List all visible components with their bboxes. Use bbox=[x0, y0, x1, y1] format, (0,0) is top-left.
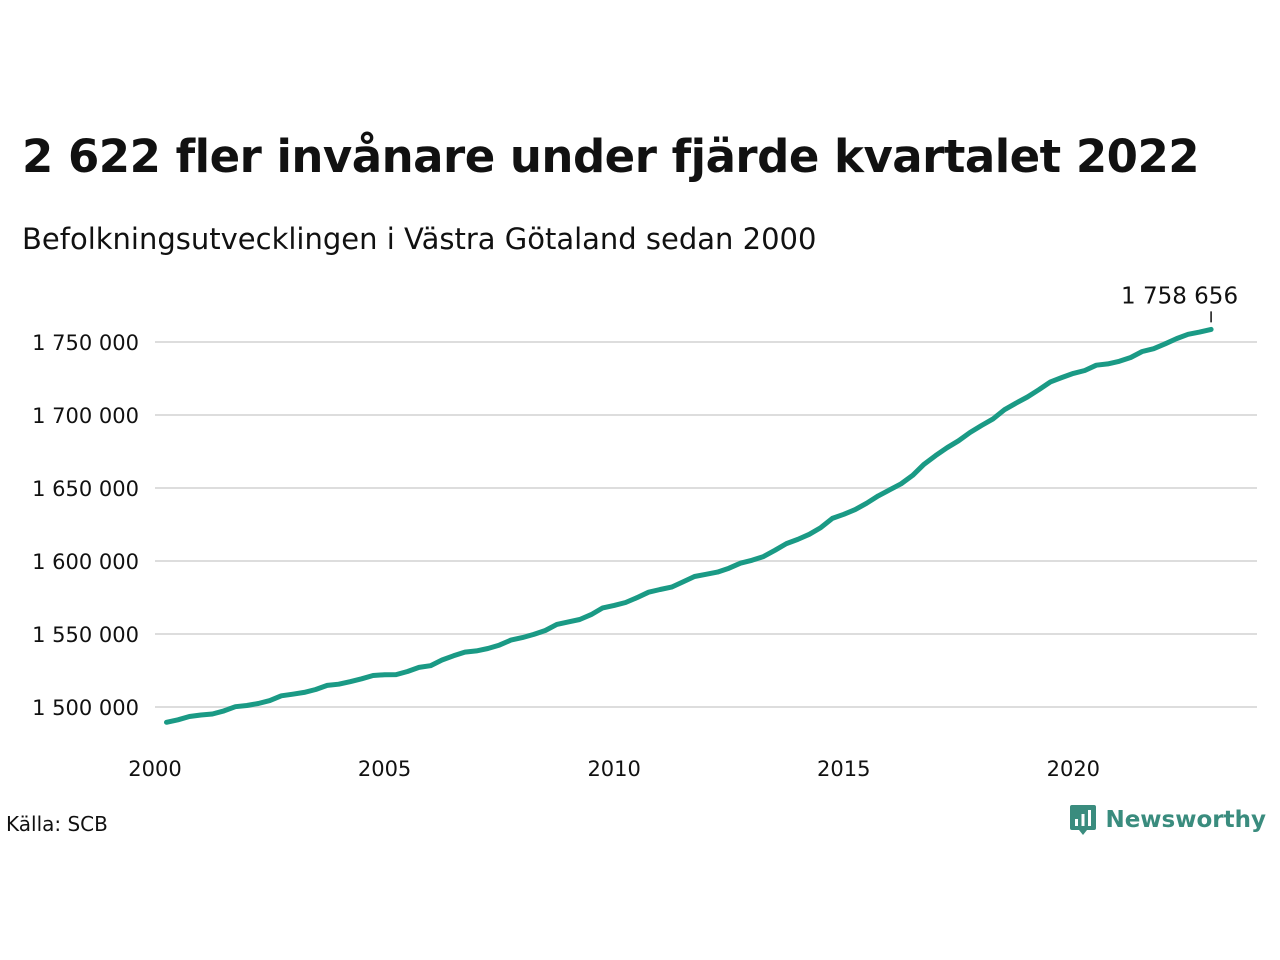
chart-subtitle: Befolkningsutvecklingen i Västra Götalan… bbox=[22, 222, 817, 256]
x-axis-labels: 2000 2005 2010 2015 2020 bbox=[128, 757, 1100, 781]
series-group bbox=[164, 326, 1214, 725]
x-tick-label: 2015 bbox=[817, 757, 870, 781]
y-tick-label: 1 500 000 bbox=[32, 696, 139, 720]
annotation-group: 1 758 656 bbox=[1121, 283, 1238, 323]
y-tick-label: 1 600 000 bbox=[32, 550, 139, 574]
annotation-label: 1 758 656 bbox=[1121, 283, 1238, 309]
x-tick-label: 2005 bbox=[358, 757, 411, 781]
y-tick-label: 1 750 000 bbox=[32, 331, 139, 355]
newsworthy-logo-icon bbox=[1070, 805, 1097, 835]
x-tick-label: 2000 bbox=[128, 757, 181, 781]
y-tick-label: 1 550 000 bbox=[32, 623, 139, 647]
brand-logo: Newsworthy bbox=[1069, 804, 1266, 836]
x-tick-label: 2010 bbox=[587, 757, 640, 781]
x-tick-label: 2020 bbox=[1047, 757, 1100, 781]
y-axis-labels: 1 500 000 1 550 000 1 600 000 1 650 000 1 70… bbox=[32, 331, 139, 720]
brand-name: Newsworthy bbox=[1105, 807, 1266, 833]
chart-title: 2 622 fler invånare under fjärde kvartal… bbox=[22, 130, 1200, 183]
line-chart: 1 500 000 1 550 000 1 600 000 1 650 000 1 70… bbox=[32, 283, 1257, 781]
source-note: Källa: SCB bbox=[6, 812, 108, 836]
series-line bbox=[164, 326, 1214, 725]
y-tick-label: 1 700 000 bbox=[32, 404, 139, 428]
gridlines bbox=[155, 341, 1257, 708]
y-tick-label: 1 650 000 bbox=[32, 477, 139, 501]
